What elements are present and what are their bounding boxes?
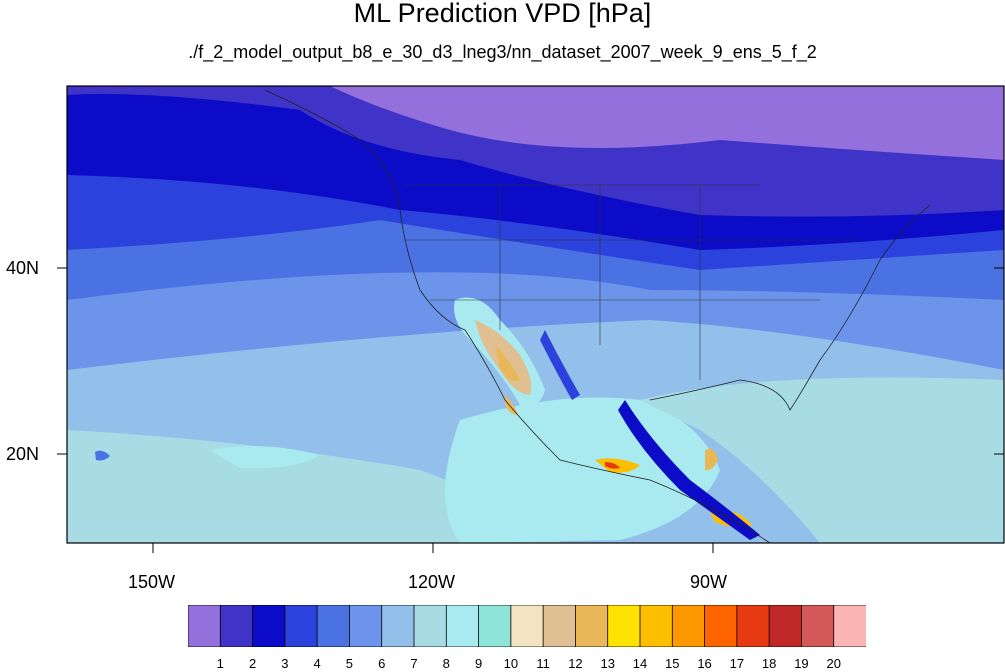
colorbar-label: 10 [503,656,519,671]
colorbar-label: 15 [665,656,680,671]
colorbar-label: 20 [826,656,841,671]
colorbar-label: 19 [794,656,809,671]
colorbar-label: 4 [313,656,321,671]
gulf-coastline [649,204,931,411]
map-title: ML Prediction VPD [hPa] [353,0,652,28]
colorbar-swatch [413,605,448,647]
colorbar-swatch [478,605,512,647]
colorbar-label: 8 [442,656,450,671]
colorbar-swatch [510,605,545,647]
colorbar-label: 6 [378,656,386,671]
colorbar-swatch [639,605,674,647]
colorbar-label: 16 [697,656,712,671]
map-subtitle: ./f_2_model_output_b8_e_30_d3_lneg3/nn_d… [188,42,817,62]
colorbar-label: 7 [410,656,418,671]
colorbar-label: 13 [600,656,615,671]
colorbar-label: 17 [729,656,745,671]
colorbar-label: 9 [474,656,483,671]
colorbar-swatch [704,605,738,647]
colorbar-swatch [445,605,480,647]
colorbar-label: 2 [248,656,257,671]
colorbar-label: 12 [568,656,583,671]
colorbar-swatch [349,605,383,647]
state-borders [405,184,860,380]
colorbar-swatch [252,605,286,647]
vpd-map [57,85,1005,553]
colorbar-label: 1 [216,656,224,671]
axis-ticks [57,267,1004,553]
lon-label-120w: 120W [408,572,456,592]
lon-label-90w: 90W [690,572,728,592]
coastline [264,89,771,544]
colorbar-swatch [736,605,771,647]
contour-field [67,86,1004,543]
colorbar-swatch [833,605,866,647]
colorbar-swatch [316,605,351,647]
colorbar-swatch [188,605,222,647]
colorbar-swatch [575,605,609,647]
map-frame [66,85,1005,544]
colorbar-swatch [542,605,577,647]
colorbar-swatch [671,605,706,647]
colorbar-label: 14 [632,656,648,671]
colorbar-swatch [381,605,415,647]
colorbar-swatch [768,605,803,647]
lon-label-150w: 150W [128,572,176,592]
lat-label-40n: 40N [6,258,40,278]
lat-label-20n: 20N [6,444,40,464]
colorbar-swatch [219,605,254,647]
colorbar-label: 3 [281,656,289,671]
colorbar-label: 11 [536,656,550,671]
colorbar-label: 18 [761,656,777,671]
colorbar-swatch [801,605,835,647]
colorbar-label: 5 [345,656,354,671]
colorbar-swatch [607,605,641,647]
colorbar-swatch [284,605,319,647]
colorbar [188,605,866,647]
